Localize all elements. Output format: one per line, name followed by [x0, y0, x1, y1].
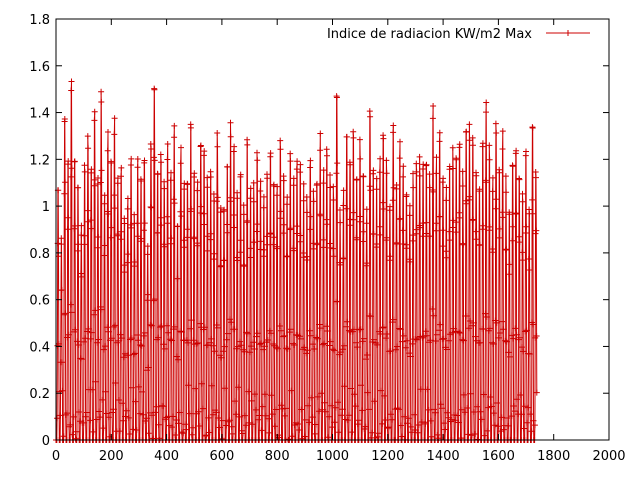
series-line [56, 81, 538, 441]
y-tick-label: 0.6 [29, 294, 50, 309]
ticks-layer [55, 18, 610, 441]
x-tick-label: 1000 [316, 449, 349, 464]
y-tick-label: 1.4 [29, 107, 50, 122]
x-tick-label: 800 [265, 449, 290, 464]
y-tick-label: 1.8 [29, 13, 50, 28]
labels-layer: 0 200 400 600 800 1000 1200 1400 1600 1800 2000 0 0.… [29, 13, 625, 464]
y-tick-label: 1.6 [29, 60, 50, 75]
y-tick-label: 0 [42, 434, 50, 449]
y-tick-label: 1 [42, 200, 50, 215]
y-tick-label: 0.4 [29, 340, 50, 355]
x-tick-label: 1200 [371, 449, 404, 464]
x-tick-label: 1800 [537, 449, 570, 464]
y-tick-label: 0.8 [29, 247, 50, 262]
series-layer [53, 78, 540, 443]
legend-label: Indice de radiacion KW/m2 Max [327, 27, 532, 42]
x-tick-label: 2000 [592, 449, 625, 464]
legend-marker [565, 30, 571, 36]
legend: Indice de radiacion KW/m2 Max [327, 27, 590, 42]
x-tick-label: 200 [99, 449, 124, 464]
x-tick-label: 0 [52, 449, 60, 464]
x-tick-label: 400 [154, 449, 179, 464]
y-tick-label: 1.2 [29, 153, 50, 168]
y-tick-label: 0.2 [29, 387, 50, 402]
x-tick-label: 1400 [427, 449, 460, 464]
x-tick-label: 600 [209, 449, 234, 464]
x-tick-label: 1600 [482, 449, 515, 464]
